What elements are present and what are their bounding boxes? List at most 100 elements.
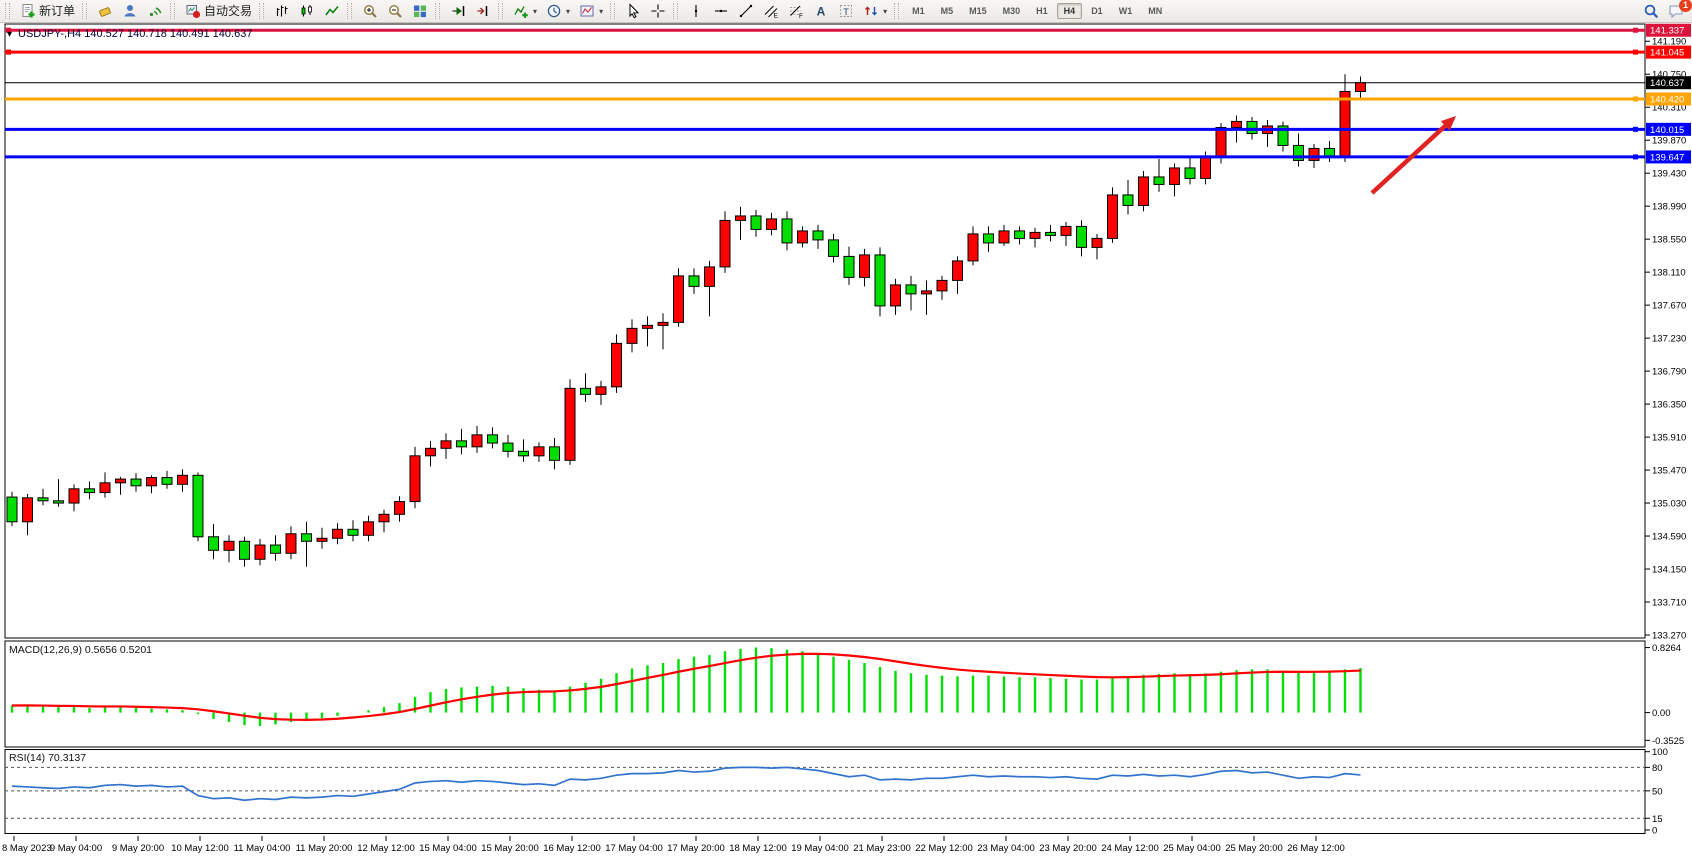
timeframe-h1-button[interactable]: H1	[1036, 6, 1048, 16]
person-icon	[121, 3, 138, 20]
zoom-in-button[interactable]	[357, 2, 382, 20]
chart-window[interactable]: 141.190 140.750 140.310 139.870 139.430 138.9…	[0, 23, 1692, 860]
hline-handle[interactable]	[1633, 96, 1638, 102]
autotrading-button[interactable]: 自动交易	[180, 2, 256, 20]
candle-bullish	[735, 215, 746, 221]
shapes-icon	[862, 3, 879, 20]
time-tick-label: 11 May 20:00	[296, 843, 353, 854]
candle-bearish	[983, 233, 994, 244]
svg-text:A: A	[816, 5, 825, 19]
candle-bullish	[99, 482, 111, 494]
candle-bearish	[1293, 144, 1304, 161]
timeframe-m15-button[interactable]: M15	[969, 6, 987, 16]
timeframe-h4-button[interactable]: H4	[1056, 3, 1083, 19]
price-tick-label: 138.550	[1652, 235, 1686, 246]
price-tick-label: 133.710	[1652, 598, 1686, 609]
time-tick-label: 11 May 04:00	[234, 843, 291, 854]
channel-button[interactable]: E	[758, 2, 783, 20]
new-order-button[interactable]: 新订单	[15, 2, 79, 20]
candle-bullish	[316, 537, 328, 542]
price-tick-label: 139.430	[1652, 169, 1686, 180]
cursor-button[interactable]	[620, 2, 645, 20]
candle-bullish	[1215, 126, 1227, 157]
search-icon	[1642, 3, 1659, 20]
candle-bearish	[161, 477, 173, 485]
periods-button[interactable]: ▾	[541, 2, 574, 20]
candle-bearish	[208, 536, 219, 551]
candle-bearish	[874, 254, 886, 307]
candle-bullish	[440, 440, 452, 449]
chart-shift-button[interactable]	[470, 2, 495, 20]
search-button[interactable]	[1638, 2, 1663, 20]
chevron-down-icon: ▾	[883, 6, 888, 16]
templates-button[interactable]: ▾	[574, 2, 607, 20]
rsi-tick-label: 80	[1652, 763, 1663, 774]
arrow-annotation[interactable]	[1370, 116, 1456, 195]
signals-button[interactable]	[142, 2, 167, 20]
zoom-out-button[interactable]	[382, 2, 407, 20]
fibonacci-button[interactable]: F	[783, 2, 808, 20]
hline-handle[interactable]	[6, 27, 11, 33]
arrows-button[interactable]: ▾	[858, 2, 891, 20]
hline-handle[interactable]	[1633, 49, 1638, 55]
timeframe-w1-button[interactable]: W1	[1118, 6, 1133, 16]
time-tick-label: 16 May 12:00	[543, 843, 601, 854]
auto-scroll-button[interactable]	[445, 2, 470, 20]
time-tick-label: 10 May 12:00	[171, 843, 229, 854]
hline-handle[interactable]	[1633, 154, 1638, 160]
price-chip	[1646, 92, 1691, 106]
hline-handle[interactable]	[6, 49, 11, 55]
time-tick-label: 18 May 12:00	[729, 843, 787, 854]
new-order-button-label: 新订单	[39, 4, 76, 18]
crosshair-button[interactable]	[645, 2, 670, 20]
indicators-button[interactable]: ▾	[508, 2, 541, 20]
trendline-button[interactable]	[733, 2, 758, 20]
candle-bullish	[1200, 155, 1211, 179]
candle-bearish	[1184, 167, 1196, 179]
hline-handle[interactable]	[1633, 27, 1638, 33]
timeframe-m30-button[interactable]: M30	[1002, 6, 1021, 16]
vertical-line-button[interactable]	[683, 2, 708, 20]
text-button[interactable]: A	[808, 2, 833, 20]
candle-bearish	[518, 450, 529, 457]
horizontal-line-button[interactable]	[708, 2, 733, 20]
market-button[interactable]	[117, 2, 142, 20]
time-tick-label: 23 May 04:00	[977, 843, 1035, 854]
trend-arrow-shaft[interactable]	[1370, 121, 1451, 195]
candle-bearish	[688, 275, 700, 287]
zoom-in-icon	[361, 3, 378, 20]
candle-bearish	[1324, 147, 1335, 157]
chevron-down-icon: ▾	[599, 6, 604, 16]
price-axis[interactable]: 141.190 140.750 140.310 139.870 139.430 138.9…	[1645, 23, 1691, 642]
candle-bullish	[254, 544, 266, 560]
price-chip-label: 140.015	[1650, 125, 1684, 136]
timeframe-m5-button[interactable]: M5	[940, 6, 954, 16]
horizontal-lines-layer[interactable]	[5, 27, 1645, 160]
trend-arrow-head[interactable]	[1440, 116, 1456, 131]
timeframe-m1-button[interactable]: M1	[912, 6, 925, 16]
styles-button[interactable]	[92, 2, 117, 20]
price-tick-label: 135.470	[1652, 466, 1686, 477]
toolbar-group-grip	[347, 3, 353, 19]
time-tick-label: 15 May 04:00	[419, 843, 477, 854]
label-button[interactable]: T	[833, 2, 858, 20]
hline-handle[interactable]	[1633, 126, 1638, 132]
timeframe-d1-button[interactable]: D1	[1091, 6, 1103, 16]
bar-chart-button[interactable]	[269, 2, 294, 20]
price-chip-label: 141.337	[1650, 26, 1684, 37]
candle-bearish	[1122, 194, 1134, 206]
toolbar-group: 新订单	[13, 0, 81, 22]
time-tick-label: 25 May 20:00	[1225, 843, 1283, 854]
candlesticks-layer[interactable]	[6, 74, 1366, 567]
candlestick-chart-button[interactable]	[294, 2, 319, 20]
time-tick-label: 9 May 04:00	[50, 843, 102, 854]
toolbar-group	[90, 0, 169, 22]
symbol-dropdown-marker[interactable]: ▾	[7, 29, 12, 40]
candle-bearish	[580, 387, 591, 395]
tile-windows-button[interactable]	[407, 2, 432, 20]
price-tick-label: 136.350	[1652, 400, 1686, 411]
line-chart-button[interactable]	[319, 2, 344, 20]
chat-button[interactable]: 1	[1663, 0, 1692, 20]
timeframe-mn-button[interactable]: MN	[1148, 6, 1163, 16]
